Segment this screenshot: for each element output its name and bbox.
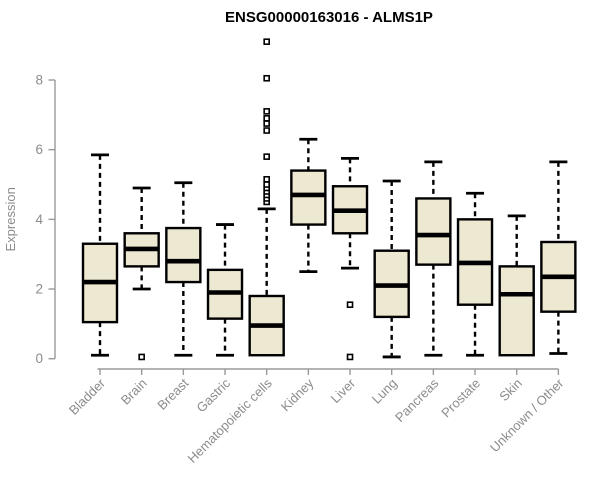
x-tick-label-gastric: Gastric [193,375,233,415]
x-tick-label-liver: Liver [328,375,359,406]
outlier-point [263,108,270,115]
boxplot-unknown-other [540,160,577,355]
boxplot-prostate [456,191,494,357]
boxplot-lung [373,179,410,359]
x-tick-label-brain: Brain [118,376,150,408]
outlier-point [346,353,354,361]
outlier-point [263,74,270,82]
outlier-point [263,153,270,160]
y-axis-title: Expression [3,187,18,251]
outlier-point [263,115,270,122]
boxplot-hematopoietic-cells [248,38,285,357]
boxplot-bladder [81,153,119,357]
y-tick-label: 0 [35,351,43,366]
y-tick-label: 4 [35,212,43,227]
outlier-point [138,353,145,361]
boxplot-brain [123,186,160,361]
box-rect [290,169,327,226]
boxplot-kidney [290,137,327,274]
x-tick-label-lung: Lung [369,376,400,407]
outlier-point [263,127,270,134]
x-tick-label-prostate: Prostate [438,376,483,421]
box-rect [415,197,452,266]
boxplot-liver [331,156,369,361]
outlier-point [263,181,270,188]
chart-title: ENSG00000163016 - ALMS1P [225,9,433,26]
outlier-point [263,175,270,183]
boxplot-gastric [206,223,244,357]
x-tick-label-pancreas: Pancreas [392,375,442,425]
boxplot-skin [498,214,535,357]
y-tick-label: 2 [35,282,43,297]
boxplot-pancreas [415,160,452,357]
x-tick-label-bladder: Bladder [66,375,109,418]
y-tick-label: 8 [35,73,43,88]
x-tick-label-unknown-other: Unknown / Other [487,375,567,455]
outlier-point [263,38,270,45]
box-rect [498,265,535,357]
boxplot-breast [165,181,202,357]
x-tick-label-breast: Breast [154,375,191,412]
outlier-point [346,301,354,309]
outlier-point [263,120,270,127]
y-tick-label: 6 [35,142,43,157]
box-rect [165,226,202,284]
x-tick-label-skin: Skin [496,376,524,404]
x-tick-label-kidney: Kidney [278,375,317,414]
